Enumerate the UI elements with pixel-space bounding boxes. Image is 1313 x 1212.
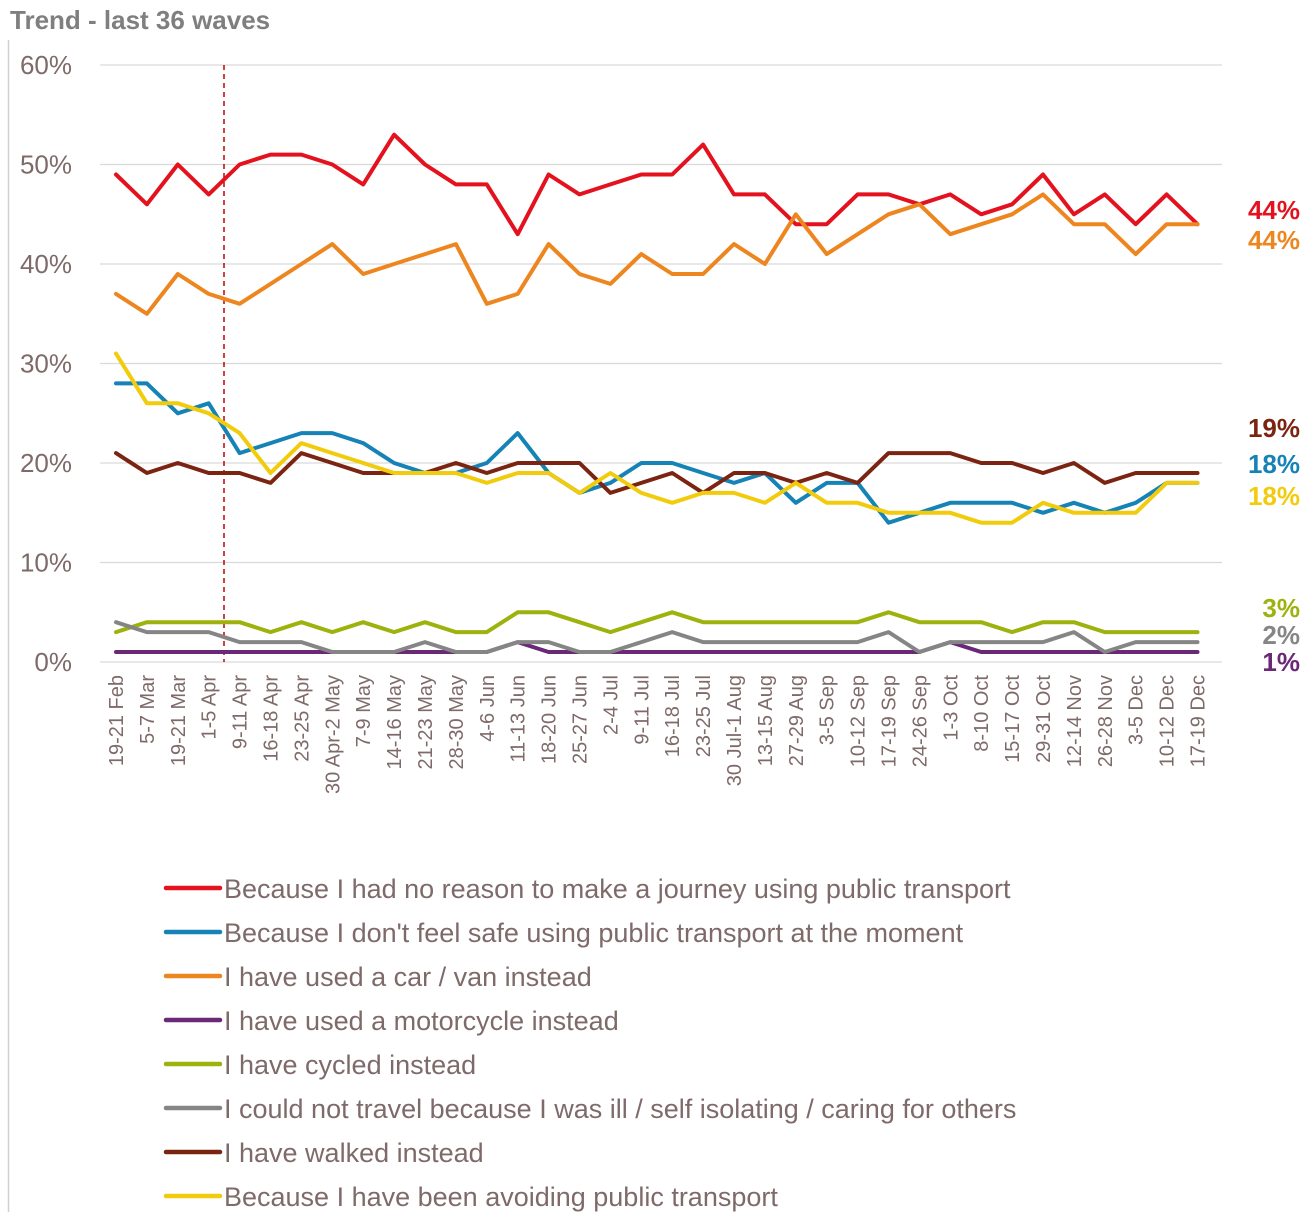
legend-label: I have cycled instead	[224, 1050, 476, 1080]
series-line-5	[114, 620, 1200, 654]
series-line-3	[114, 640, 1200, 654]
x-tick-label: 7-9 May	[353, 675, 375, 747]
end-value-label: 2%	[1262, 620, 1300, 650]
x-tick-label: 11-13 Jun	[508, 675, 530, 762]
legend-label: I could not travel because I was ill / s…	[224, 1094, 1016, 1124]
x-axis-tick-labels: 19-21 Feb 5-7 Mar 19-21 Mar 1-5 Apr 9-11 Apr…	[106, 675, 1210, 794]
legend-label: I have used a car / van instead	[224, 962, 592, 992]
gridlines	[100, 64, 1222, 663]
legend-label: Because I don't feel safe using public t…	[224, 918, 964, 948]
series-line-7	[114, 351, 1200, 525]
legend-item: I could not travel because I was ill / s…	[163, 1094, 1016, 1124]
chart-title: Trend - last 36 waves	[10, 5, 270, 35]
end-value-label: 44%	[1248, 195, 1300, 225]
x-tick-label: 27-29 Aug	[786, 675, 808, 766]
end-value-label: 44%	[1248, 225, 1300, 255]
x-tick-label: 15-17 Oct	[1002, 675, 1024, 763]
y-tick-label: 40%	[20, 249, 72, 279]
x-tick-label: 12-14 Nov	[1064, 675, 1086, 767]
legend-item: Because I have been avoiding public tran…	[163, 1182, 778, 1212]
end-value-label: 19%	[1248, 413, 1300, 443]
x-tick-label: 19-21 Feb	[106, 675, 128, 766]
x-tick-label: 23-25 Jul	[693, 675, 715, 757]
legend-item: I have cycled instead	[163, 1050, 476, 1080]
legend-item: I have used a car / van instead	[163, 962, 592, 992]
legend-item: I have used a motorcycle instead	[163, 1006, 619, 1036]
x-tick-label: 19-21 Mar	[168, 675, 190, 766]
x-tick-label: 1-5 Apr	[199, 675, 221, 740]
legend-item: Because I had no reason to make a journe…	[163, 874, 1011, 904]
x-tick-label: 18-20 Jun	[539, 675, 561, 764]
x-tick-label: 1-3 Oct	[940, 675, 962, 741]
series-line-6	[114, 451, 1200, 495]
x-tick-label: 23-25 Apr	[291, 675, 313, 762]
x-tick-label: 30 Apr-2 May	[322, 675, 344, 794]
series-line-1	[114, 381, 1200, 525]
legend-label: I have used a motorcycle instead	[224, 1006, 619, 1036]
end-value-label: 18%	[1248, 481, 1300, 511]
x-tick-label: 17-19 Dec	[1188, 675, 1210, 767]
end-value-label: 18%	[1248, 449, 1300, 479]
x-tick-label: 16-18 Apr	[261, 675, 283, 762]
x-tick-label: 4-6 Jun	[477, 675, 499, 742]
x-tick-label: 10-12 Dec	[1157, 675, 1179, 767]
legend-label: I have walked instead	[224, 1138, 484, 1168]
x-tick-label: 25-27 Jun	[570, 675, 592, 764]
end-value-label: 3%	[1262, 593, 1300, 623]
y-tick-label: 60%	[20, 50, 72, 80]
x-tick-label: 26-28 Nov	[1095, 675, 1117, 767]
legend-item: Because I don't feel safe using public t…	[163, 918, 964, 948]
x-tick-label: 30 Jul-1 Aug	[724, 675, 746, 786]
y-tick-label: 0%	[34, 647, 72, 677]
x-tick-label: 10-12 Sep	[848, 675, 870, 767]
x-tick-label: 3-5 Dec	[1126, 675, 1148, 745]
y-tick-label: 10%	[20, 548, 72, 578]
y-tick-label: 20%	[20, 448, 72, 478]
end-value-labels: 44% 18% 44% 1% 3%2% 19% 18%	[1248, 195, 1300, 677]
x-tick-label: 9-11 Apr	[230, 675, 252, 749]
x-tick-label: 17-19 Sep	[879, 675, 901, 767]
y-tick-label: 30%	[20, 349, 72, 379]
chart-legend: Because I had no reason to make a journe…	[163, 874, 1016, 1212]
x-tick-label: 16-18 Jul	[662, 675, 684, 757]
x-tick-label: 13-15 Aug	[755, 675, 777, 766]
x-tick-label: 2-4 Jul	[600, 675, 622, 735]
series-line-4	[114, 610, 1200, 635]
series-line-0	[114, 132, 1200, 237]
legend-item: I have walked instead	[163, 1138, 484, 1168]
x-tick-label: 14-16 May	[384, 675, 406, 770]
x-tick-label: 24-26 Sep	[909, 675, 931, 767]
x-tick-label: 29-31 Oct	[1033, 675, 1055, 763]
x-tick-label: 8-10 Oct	[971, 675, 993, 752]
x-tick-label: 3-5 Sep	[817, 675, 839, 745]
end-value-label: 1%	[1262, 647, 1300, 677]
x-tick-label: 9-11 Jul	[631, 675, 653, 745]
legend-label: Because I had no reason to make a journe…	[224, 874, 1011, 904]
x-tick-label: 5-7 Mar	[137, 675, 159, 744]
x-tick-label: 21-23 May	[415, 675, 437, 770]
series-line-2	[114, 192, 1200, 316]
series-lines	[114, 132, 1200, 654]
y-tick-label: 50%	[20, 150, 72, 180]
legend-label: Because I have been avoiding public tran…	[224, 1182, 778, 1212]
x-tick-label: 28-30 May	[446, 675, 468, 770]
y-axis-tick-labels: 0% 10% 20% 30% 40% 50% 60%	[20, 50, 72, 677]
